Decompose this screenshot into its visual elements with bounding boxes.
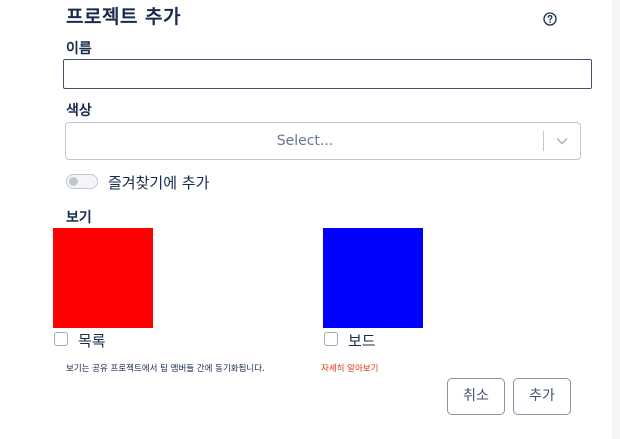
name-label: 이름 — [66, 38, 92, 58]
favorite-toggle[interactable] — [66, 174, 98, 189]
select-separator — [543, 131, 544, 151]
learn-more-link[interactable]: 자세히 알아보기 — [321, 362, 378, 374]
add-button[interactable]: 추가 — [513, 378, 571, 415]
dialog-title: 프로젝트 추가 — [66, 2, 181, 29]
list-view-checkbox[interactable] — [54, 332, 68, 346]
color-select-placeholder: Select... — [66, 133, 544, 149]
chevron-down-icon[interactable] — [555, 134, 569, 148]
scroll-edge — [612, 0, 620, 439]
cancel-button[interactable]: 취소 — [447, 378, 505, 415]
board-view-checkbox[interactable] — [324, 332, 338, 346]
list-view-label: 목록 — [78, 330, 106, 351]
list-view-preview[interactable] — [53, 228, 153, 328]
view-sync-note: 보기는 공유 프로젝트에서 팀 멤버들 간에 동기화됩니다. — [66, 362, 265, 374]
color-label: 색상 — [66, 100, 92, 120]
project-name-input[interactable] — [63, 59, 592, 89]
favorite-toggle-label: 즐겨찾기에 추가 — [108, 172, 209, 193]
board-view-preview[interactable] — [323, 228, 423, 328]
question-circle-icon[interactable] — [543, 12, 557, 26]
toggle-knob — [69, 177, 78, 186]
color-select[interactable]: Select... — [65, 122, 581, 160]
board-view-label: 보드 — [348, 330, 376, 351]
view-label: 보기 — [66, 207, 92, 227]
